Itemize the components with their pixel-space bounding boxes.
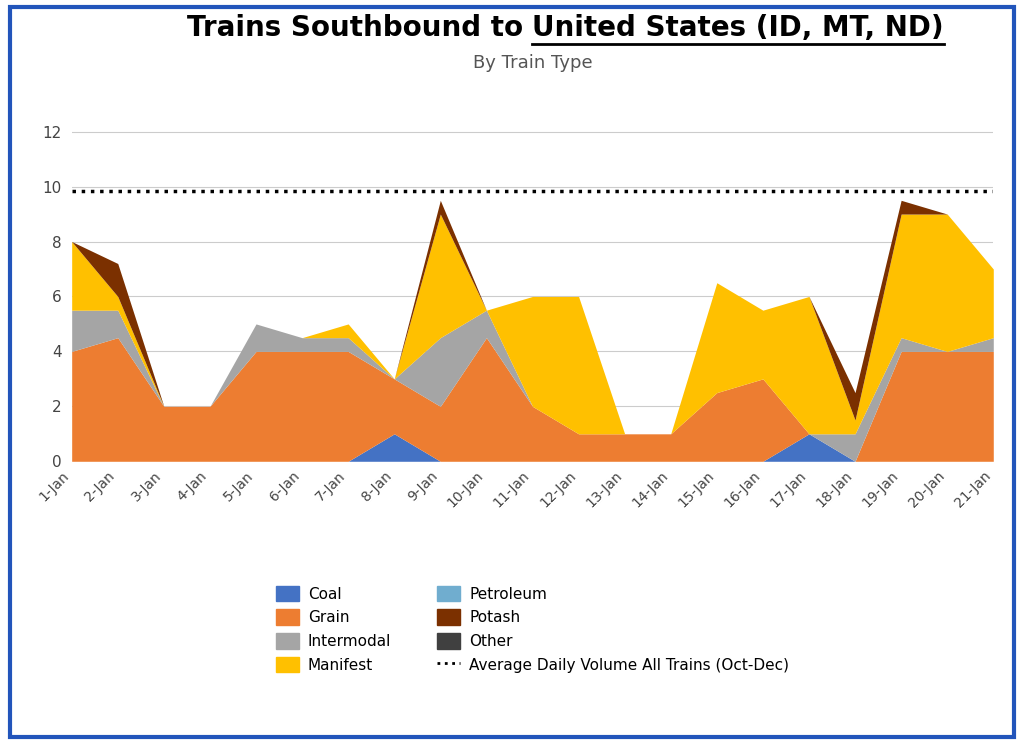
Legend: Coal, Grain, Intermodal, Manifest, Petroleum, Potash, Other, Average Daily Volum: Coal, Grain, Intermodal, Manifest, Petro… (269, 580, 796, 679)
Text: United States (ID, MT, ND): United States (ID, MT, ND) (532, 13, 944, 42)
Text: By Train Type: By Train Type (473, 54, 592, 72)
Text: Trains Southbound to: Trains Southbound to (186, 13, 532, 42)
